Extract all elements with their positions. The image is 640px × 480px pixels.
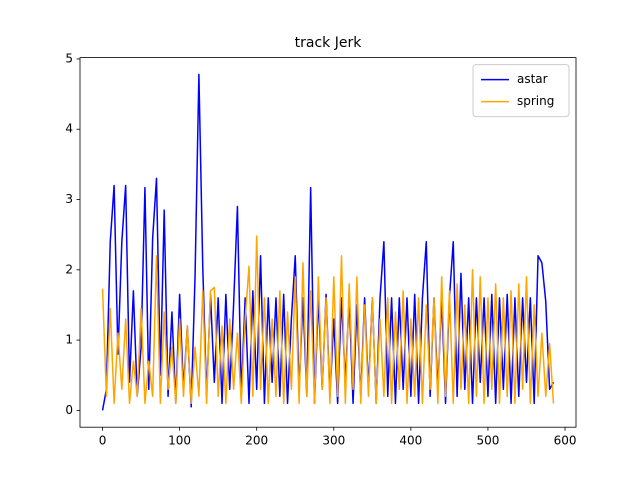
legend-label: spring [517, 94, 554, 108]
y-tick-label: 5 [65, 51, 73, 65]
x-tick-label: 400 [399, 434, 422, 448]
axes-frame [79, 57, 577, 428]
chart-title: track Jerk [295, 35, 363, 51]
y-tick-label: 2 [65, 262, 73, 276]
legend-label: astar [517, 72, 548, 86]
y-tick-label: 4 [65, 122, 73, 136]
x-tick-label: 0 [99, 434, 107, 448]
x-tick-label: 300 [322, 434, 345, 448]
y-tick-label: 1 [65, 333, 73, 347]
x-tick-label: 600 [554, 434, 577, 448]
x-tick-label: 500 [476, 434, 499, 448]
x-tick-label: 100 [168, 434, 191, 448]
y-tick-label: 0 [65, 403, 73, 417]
legend-box [472, 64, 570, 118]
x-tick-label: 200 [245, 434, 268, 448]
series-line [101, 235, 555, 405]
y-tick-label: 3 [65, 192, 73, 206]
